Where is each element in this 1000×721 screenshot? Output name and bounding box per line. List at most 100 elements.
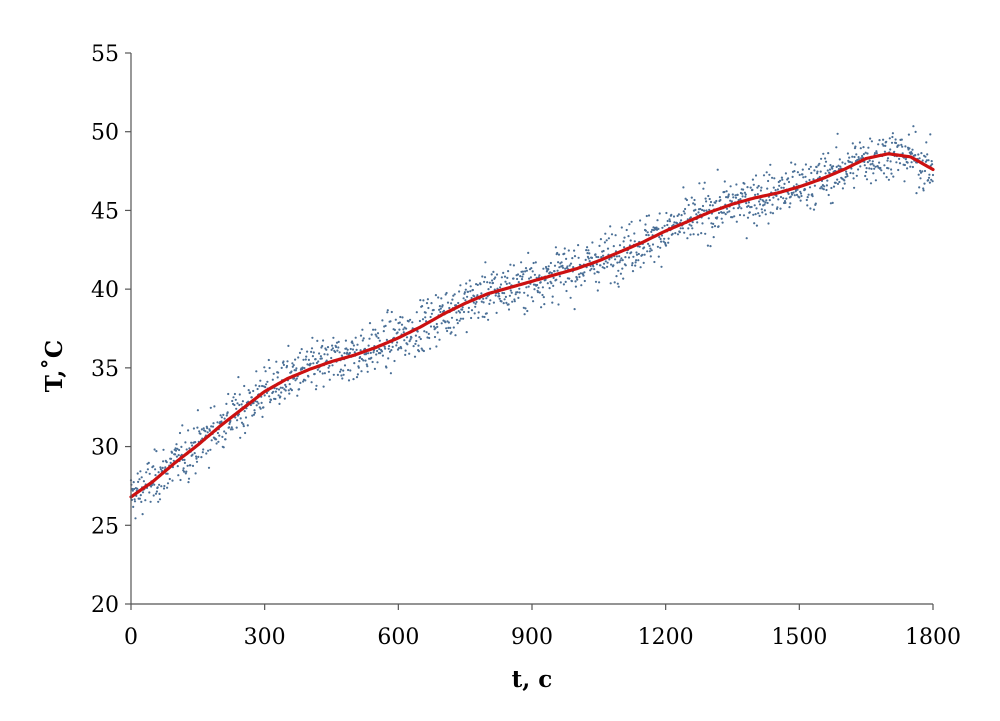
scatter-point: [429, 347, 432, 350]
scatter-point: [844, 162, 847, 165]
scatter-point: [145, 471, 148, 474]
scatter-point: [584, 258, 587, 261]
scatter-point: [570, 280, 574, 283]
scatter-point: [360, 370, 363, 373]
scatter-point: [852, 177, 855, 180]
scatter-point: [693, 198, 696, 202]
scatter-point: [467, 306, 470, 309]
scatter-point: [732, 196, 735, 199]
scatter-point: [882, 172, 886, 175]
scatter-point: [500, 276, 503, 279]
scatter-point: [518, 291, 521, 294]
scatter-point: [306, 350, 309, 353]
scatter-point: [618, 244, 622, 247]
scatter-point: [148, 491, 151, 494]
scatter-point: [238, 393, 241, 396]
scatter-point: [908, 147, 911, 150]
scatter-point: [647, 214, 651, 217]
scatter-point: [225, 414, 228, 417]
scatter-point: [676, 233, 680, 236]
scatter-point: [419, 299, 422, 302]
scatter-point: [561, 264, 564, 267]
scatter-point: [828, 168, 832, 171]
scatter-point: [312, 362, 315, 365]
scatter-point: [465, 282, 468, 285]
scatter-point: [483, 315, 486, 319]
scatter-point: [727, 193, 730, 196]
scatter-point: [599, 238, 603, 241]
scatter-point: [240, 403, 243, 406]
scatter-point: [659, 246, 662, 249]
scatter-point: [263, 366, 266, 369]
scatter-point: [352, 378, 355, 381]
scatter-point: [134, 517, 137, 520]
scatter-point: [472, 301, 475, 304]
scatter-point: [468, 279, 471, 282]
scatter-point: [822, 152, 825, 155]
scatter-point: [777, 198, 780, 201]
scatter-point: [712, 222, 715, 225]
scatter-point: [666, 223, 669, 227]
scatter-point: [255, 404, 258, 407]
scatter-point: [193, 452, 196, 455]
scatter-point: [849, 171, 852, 175]
scatter-point: [841, 187, 845, 190]
scatter-point: [183, 458, 186, 461]
scatter-point: [291, 362, 294, 365]
scatter-point: [799, 190, 802, 193]
scatter-point: [381, 319, 384, 322]
scatter-point: [627, 256, 631, 259]
scatter-point: [290, 389, 293, 392]
scatter-point: [602, 262, 606, 265]
scatter-point: [846, 175, 849, 178]
scatter-point: [878, 161, 881, 164]
scatter-point: [865, 178, 869, 181]
scatter-point: [149, 500, 152, 503]
scatter-point: [424, 311, 427, 314]
scatter-point: [215, 438, 218, 441]
scatter-point: [398, 321, 401, 324]
scatter-point: [397, 347, 400, 350]
scatter-point: [841, 161, 844, 164]
scatter-point: [201, 451, 204, 454]
scatter-point: [780, 176, 784, 179]
scatter-point: [288, 392, 291, 395]
scatter-point: [814, 202, 817, 205]
scatter-point: [524, 267, 528, 270]
scatter-point: [359, 349, 362, 352]
scatter-point: [809, 165, 812, 168]
scatter-point: [866, 161, 870, 164]
scatter-point: [612, 245, 615, 248]
scatter-point: [220, 420, 223, 423]
scatter-point: [779, 195, 783, 199]
scatter-point: [760, 208, 763, 211]
scatter-point: [453, 293, 456, 296]
scatter-point: [168, 477, 171, 481]
scatter-point: [709, 204, 712, 207]
scatter-point: [790, 161, 793, 164]
scatter-point: [674, 232, 677, 235]
scatter-point: [912, 125, 915, 128]
scatter-point: [423, 330, 426, 333]
scatter-point: [752, 213, 755, 216]
scatter-point: [595, 255, 598, 258]
scatter-point: [331, 344, 334, 347]
scatter-point: [648, 244, 651, 247]
scatter-point: [865, 170, 868, 174]
scatter-point: [745, 202, 748, 205]
scatter-point: [586, 255, 590, 258]
y-tick-label: 45: [91, 199, 119, 224]
scatter-point: [144, 499, 147, 502]
scatter-point: [722, 211, 726, 214]
scatter-point: [178, 431, 182, 435]
scatter-point: [356, 343, 359, 346]
scatter-point: [434, 294, 437, 297]
scatter-point: [234, 398, 237, 401]
scatter-point: [785, 197, 788, 200]
scatter-point: [826, 179, 829, 182]
scatter-point: [377, 336, 380, 340]
scatter-point: [759, 189, 763, 192]
scatter-point: [186, 464, 189, 467]
scatter-point: [863, 164, 866, 167]
scatter-point: [811, 195, 814, 198]
